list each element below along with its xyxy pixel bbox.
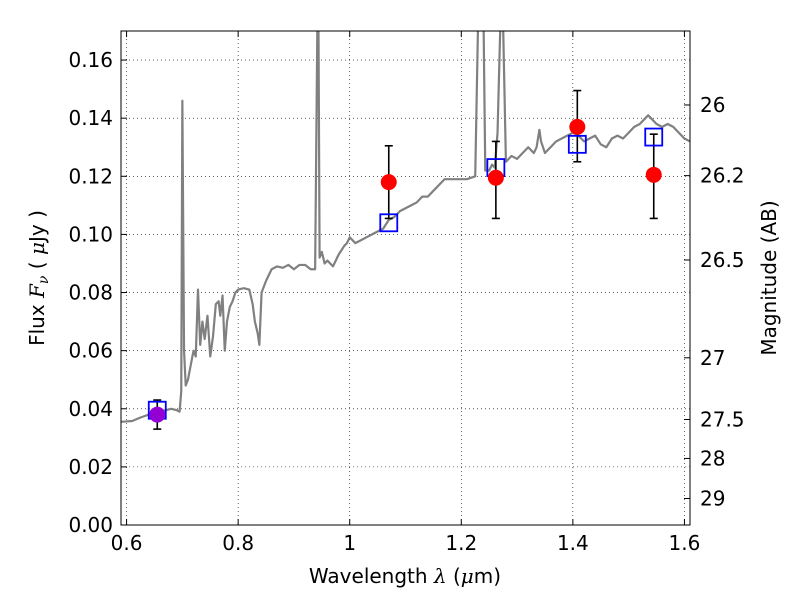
x-tick-label: 0.8	[222, 531, 254, 555]
tick-labels: 0.6 0.8 1 1.2 1.4 1.6 0.00 0.02 0.04 0.06 0.08 0.10…	[68, 48, 744, 555]
plot-frame	[120, 30, 691, 526]
x-tick-label: 1.6	[669, 531, 701, 555]
observed-photometry-point	[380, 174, 397, 191]
y-tick-label: 0.08	[68, 281, 113, 305]
y-tick-label: 0.06	[68, 339, 113, 363]
right-tick-label: 26	[700, 93, 725, 117]
y-tick-label: 0.14	[68, 106, 113, 130]
x-tick-label: 1.4	[557, 531, 589, 555]
right-tick-label: 26.2	[700, 164, 745, 188]
right-tick-label: 26.5	[700, 248, 745, 272]
y-tick-label: 0.12	[68, 164, 113, 188]
right-axis-label: Magnitude (AB)	[757, 200, 781, 355]
y-tick-label: 0.00	[68, 513, 113, 537]
observed-photometry-point	[149, 406, 166, 423]
x-tick-label: 1	[343, 531, 356, 555]
model-photometry-square	[644, 127, 664, 147]
right-tick-label: 27	[700, 346, 725, 370]
observed-photometry-point	[487, 169, 504, 186]
plot-area	[121, 31, 691, 430]
y-tick-label: 0.10	[68, 222, 113, 246]
x-axis-label: Wavelength λ (μm)	[309, 564, 501, 588]
y-tick-label: 0.16	[68, 48, 113, 72]
axis-ticks	[121, 31, 690, 526]
right-tick-label: 29	[700, 486, 725, 510]
observed-photometry-point	[569, 118, 586, 135]
x-tick-label: 0.6	[111, 531, 143, 555]
y-tick-label: 0.04	[68, 397, 113, 421]
y-tick-label: 0.02	[68, 455, 113, 479]
x-tick-label: 1.2	[445, 531, 477, 555]
model-photometry-square	[567, 134, 587, 154]
right-tick-label: 28	[700, 446, 725, 470]
right-tick-label: 27.5	[700, 407, 745, 431]
observed-photometry-point	[645, 166, 662, 183]
y-axis-label: Flux Fν ( μJy )	[25, 210, 52, 346]
model-photometry-square	[379, 213, 399, 233]
